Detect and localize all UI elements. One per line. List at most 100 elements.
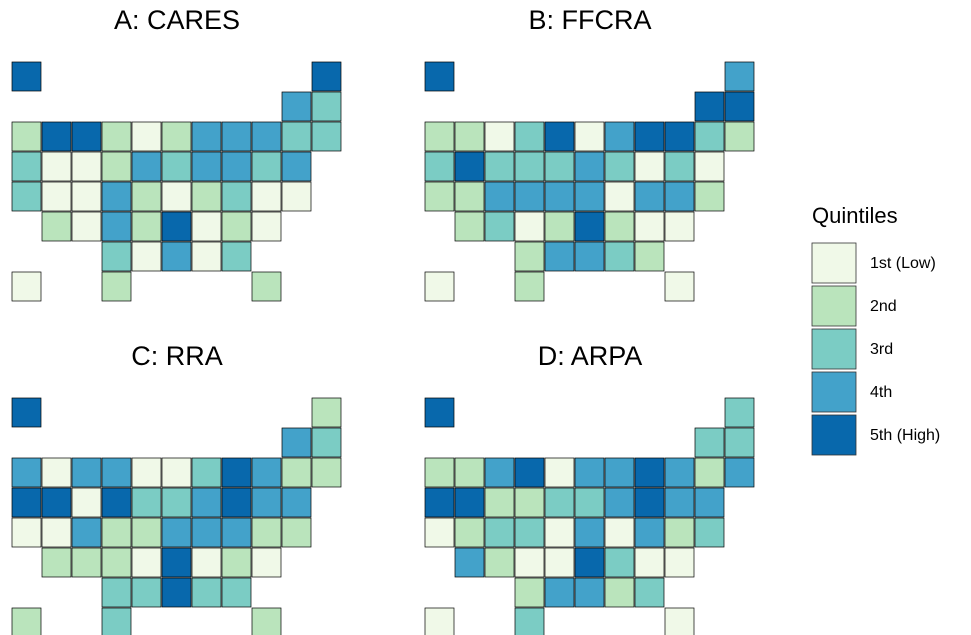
state-tile [454,211,485,242]
state-tile [484,457,515,488]
state-tile [694,427,725,458]
state-tile [424,151,455,182]
legend-title: Quintiles [812,203,898,228]
state-tile [221,241,252,272]
state-tile [221,151,252,182]
state-tile [484,547,515,578]
state-tile [664,181,695,212]
state-tile [484,121,515,152]
state-tile [604,181,635,212]
state-tile [311,91,342,122]
state-tile [71,517,102,548]
state-tile [664,607,695,635]
state-tile [11,121,42,152]
state-tile [11,517,42,548]
state-tile [454,547,485,578]
state-tile [424,181,455,212]
state-tile [131,577,162,608]
state-tile [191,241,222,272]
state-tile [514,577,545,608]
legend-label: 1st (Low) [870,255,936,272]
state-tile [724,397,755,428]
state-tile [251,457,282,488]
state-tile [514,607,545,635]
state-tile [634,577,665,608]
state-tile [251,607,282,635]
state-tile [694,457,725,488]
state-tile [724,91,755,122]
state-tile [574,241,605,272]
state-tile [514,517,545,548]
state-tile [454,151,485,182]
state-tile [514,271,545,302]
state-tile [574,181,605,212]
state-tile [574,517,605,548]
panel-title: D: ARPA [538,341,643,371]
state-tile [604,211,635,242]
state-tile [251,271,282,302]
state-tile [41,121,72,152]
panel-title: B: FFCRA [528,5,651,35]
legend-label: 2nd [870,298,897,315]
state-tile [41,457,72,488]
state-tile [191,517,222,548]
state-tile [281,181,312,212]
state-tile [281,517,312,548]
state-tile [251,517,282,548]
state-tile [664,487,695,518]
legend-label: 5th (High) [870,427,940,444]
state-tile [664,517,695,548]
state-tile [71,547,102,578]
state-tile [544,487,575,518]
state-tile [694,181,725,212]
state-tile [251,547,282,578]
state-tile [221,457,252,488]
legend-swatch [811,371,857,413]
legend-label: 4th [870,384,892,401]
state-tile [604,457,635,488]
state-tile [221,517,252,548]
state-tile [574,211,605,242]
state-tile [484,151,515,182]
state-tile [41,181,72,212]
state-tile [161,241,192,272]
state-tile [694,517,725,548]
state-tile [484,211,515,242]
panel-title: A: CARES [114,5,240,35]
state-tile [634,241,665,272]
state-tile [604,517,635,548]
state-tile [221,181,252,212]
state-tile [664,547,695,578]
legend-swatch [811,242,857,284]
state-tile [251,487,282,518]
state-tile [191,121,222,152]
state-tile [11,607,42,635]
state-tile [544,121,575,152]
state-tile [101,271,132,302]
state-tile [574,121,605,152]
state-tile [544,241,575,272]
state-tile [221,121,252,152]
state-tile [574,547,605,578]
state-tile [191,181,222,212]
state-tile [311,61,342,92]
state-tile [191,211,222,242]
state-tile [161,547,192,578]
state-tile [101,517,132,548]
state-tile [11,151,42,182]
state-tile [131,487,162,518]
state-tile [424,457,455,488]
state-tile [71,151,102,182]
state-tile [694,91,725,122]
state-tile [251,151,282,182]
state-tile [131,457,162,488]
state-tile [664,211,695,242]
legend-label: 3rd [870,341,893,358]
state-tile [514,487,545,518]
state-tile [161,211,192,242]
state-tile [724,121,755,152]
state-tile [544,211,575,242]
state-tile [101,547,132,578]
state-tile [251,211,282,242]
